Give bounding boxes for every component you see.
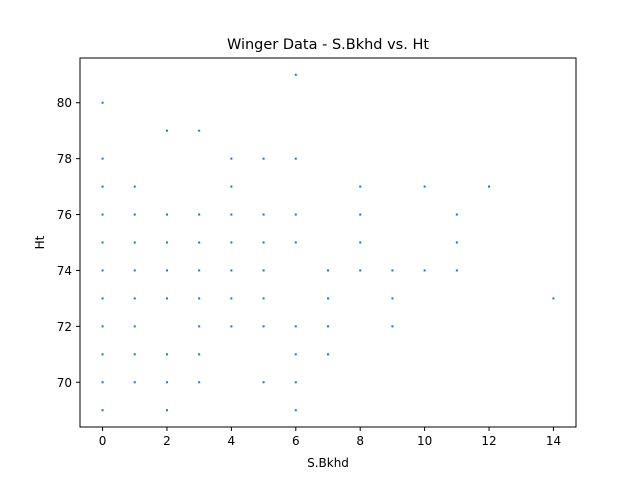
data-point	[327, 353, 329, 356]
data-point	[391, 297, 394, 300]
x-axis-ticks: 0 2 4 6 8 10 12 14	[99, 427, 561, 448]
data-point	[294, 213, 297, 216]
data-point	[262, 381, 265, 384]
data-point	[133, 269, 136, 272]
data-point	[359, 185, 362, 188]
data-point	[133, 241, 136, 244]
plot-marks	[101, 73, 555, 412]
axes-frame	[79, 57, 577, 428]
data-point	[327, 325, 329, 328]
data-point	[165, 409, 168, 412]
data-point	[101, 297, 104, 300]
data-point	[133, 353, 136, 356]
x-tick-label: 4	[228, 434, 236, 448]
y-tick-label: 76	[57, 208, 72, 222]
data-point	[294, 381, 297, 384]
data-point	[101, 409, 104, 412]
data-point	[262, 325, 265, 328]
x-tick-label: 10	[417, 434, 432, 448]
data-point	[359, 241, 362, 244]
x-tick-label: 14	[546, 434, 561, 448]
data-point	[230, 157, 233, 160]
data-point	[198, 353, 201, 356]
data-point	[294, 409, 297, 412]
data-point	[294, 241, 297, 244]
data-point	[165, 297, 168, 300]
x-tick-label: 0	[99, 434, 107, 448]
data-point	[262, 297, 265, 300]
data-point	[165, 269, 168, 272]
data-point	[101, 185, 104, 188]
x-axis-label: S.Bkhd	[307, 456, 349, 470]
data-point	[294, 157, 297, 160]
y-tick-label: 78	[57, 152, 72, 166]
data-point	[455, 241, 458, 244]
data-point	[327, 297, 329, 300]
y-tick-label: 70	[57, 376, 72, 390]
data-point	[198, 269, 201, 272]
data-point	[198, 381, 201, 384]
data-point	[198, 129, 201, 132]
data-point	[262, 269, 265, 272]
data-point	[133, 213, 136, 216]
data-point	[101, 269, 104, 272]
data-point	[262, 241, 265, 244]
data-point	[101, 241, 104, 244]
data-point	[294, 353, 297, 356]
data-point	[101, 157, 104, 160]
y-tick-label: 74	[57, 264, 72, 278]
data-point	[359, 269, 362, 272]
chart-title: Winger Data - S.Bkhd vs. Ht	[227, 37, 429, 53]
y-axis-ticks: 70 72 74 76 78 80	[57, 96, 80, 390]
y-tick-label: 80	[57, 96, 72, 110]
data-point	[455, 213, 458, 216]
x-tick-label: 6	[292, 434, 300, 448]
data-point	[230, 325, 233, 328]
data-point	[423, 185, 426, 188]
data-point	[101, 353, 104, 356]
data-point	[101, 381, 104, 384]
data-point	[165, 381, 168, 384]
data-point	[359, 213, 362, 216]
data-point	[262, 213, 265, 216]
data-point	[230, 241, 233, 244]
data-point	[230, 185, 233, 188]
y-axis-label: Ht	[33, 235, 47, 249]
data-point	[423, 269, 426, 272]
data-point	[101, 325, 104, 328]
data-point	[230, 213, 233, 216]
data-point	[294, 325, 297, 328]
data-point	[455, 269, 458, 272]
data-point	[488, 185, 491, 188]
data-point	[165, 241, 168, 244]
data-point	[198, 241, 201, 244]
data-point	[230, 297, 233, 300]
data-point	[165, 353, 168, 356]
data-point	[133, 381, 136, 384]
x-tick-label: 8	[356, 434, 364, 448]
data-point	[262, 157, 265, 160]
data-point	[101, 213, 104, 216]
data-point	[165, 213, 168, 216]
data-point	[230, 269, 233, 272]
x-tick-label: 2	[163, 434, 171, 448]
data-point	[133, 325, 136, 328]
data-point	[198, 213, 201, 216]
data-point	[552, 297, 555, 300]
data-point	[391, 269, 394, 272]
data-point	[165, 129, 168, 132]
data-point	[294, 73, 297, 76]
data-point	[198, 325, 201, 328]
data-point	[133, 185, 136, 188]
y-tick-label: 72	[57, 320, 72, 334]
data-point	[327, 269, 329, 272]
x-tick-label: 12	[481, 434, 496, 448]
data-point	[391, 325, 394, 328]
data-point	[133, 297, 136, 300]
data-point	[101, 101, 104, 104]
data-point	[198, 297, 201, 300]
